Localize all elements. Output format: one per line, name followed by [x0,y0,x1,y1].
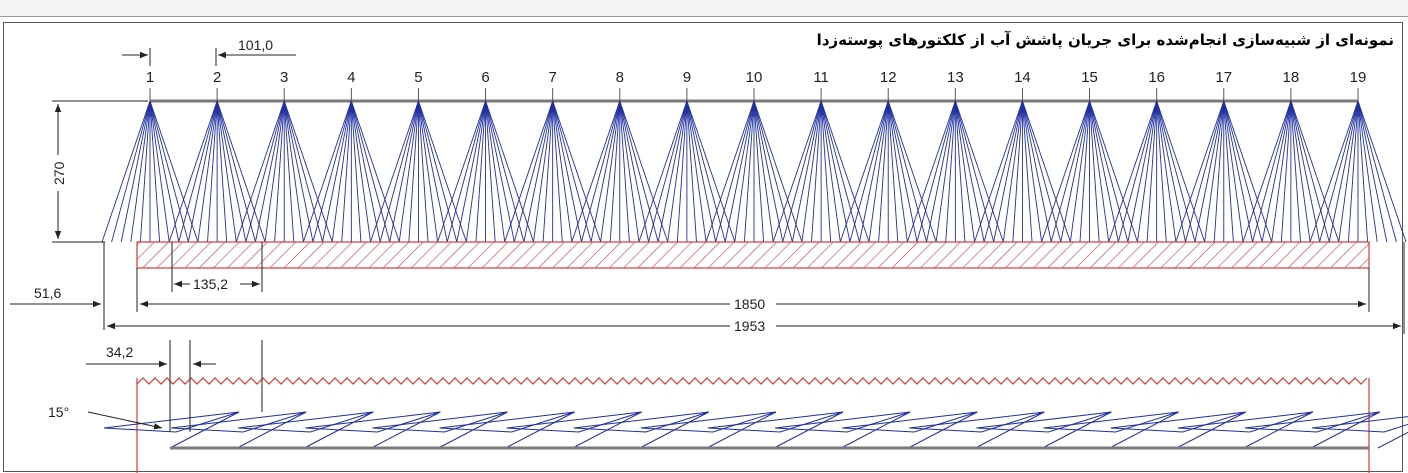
nozzle-number-label: 6 [481,69,489,86]
strip-hatched-area [136,241,1370,269]
nozzle-fan [571,88,669,243]
nozzle-number-label: 12 [880,69,897,86]
nozzle-fan [705,88,803,243]
nozzle-fan [772,88,870,243]
overlap-dimension: 135,2 [171,242,263,292]
inclined-spray-triangle [573,411,709,433]
nozzle-number-label: 4 [347,69,355,86]
inclined-spray-triangle [1177,411,1313,433]
nozzle-number-label: 1 [146,69,154,86]
inclined-spray-triangle [439,411,575,433]
top-border-strip [0,0,1408,17]
inclined-spray-triangle [909,411,1045,433]
strip-width-label: 1850 [734,296,765,312]
nozzle-fan [437,88,534,243]
offset-dimension: 51,6 [10,242,105,330]
nozzle-labels: 1 2 3 4 5 6 7 8 9 10 11 12 13 14 15 16 17 18 19 [146,69,1367,86]
nozzle-fan [839,88,937,243]
inclined-spray-triangle [842,411,978,433]
nozzle-number-label: 10 [746,69,763,86]
nozzle-fan [370,88,467,243]
gap-label: 34,2 [106,344,133,360]
nozzle-number-label: 3 [280,69,288,86]
nozzle-number-label: 18 [1283,69,1300,86]
nozzle-number-label: 11 [813,69,829,86]
nozzle-number-label: 9 [683,69,691,86]
inclined-spray-triangle [1311,416,1408,433]
inclined-spray-triangles [103,411,1408,449]
offset-label: 51,6 [34,285,61,301]
height-dimension: 270 [48,100,148,243]
inclined-spray-triangle [1110,411,1246,433]
nozzle-fan [1041,88,1138,243]
spray-fans [101,88,1407,243]
inclined-spray-triangle [171,411,307,433]
angle-annotation: 15° [48,404,163,430]
nozzle-number-label: 7 [548,69,556,86]
nozzle-fan [906,88,1004,243]
inclined-spray-triangle [506,411,642,433]
nozzle-fan [638,88,736,243]
inclined-spray-triangle [775,411,911,433]
strip-width-dimension: 1850 [136,268,1370,313]
nozzle-number-label: 19 [1350,69,1367,86]
nozzle-fan [504,88,602,243]
inclined-spray-triangle [707,411,844,433]
total-width-label: 1953 [734,318,765,334]
spacing-dimension: 101,0 [122,37,296,66]
total-width-dimension: 1953 [107,242,1405,335]
nozzle-fan [1175,88,1273,243]
inclined-spray-triangle [305,411,441,433]
nozzle-number-label: 5 [414,69,422,86]
nozzle-number-label: 13 [947,69,964,86]
figure-caption: نمونه‌ای از شبیه‌سازی انجام‌شده برای جری… [816,31,1394,49]
nozzle-number-label: 16 [1148,69,1165,86]
nozzle-number-label: 15 [1081,69,1098,86]
inclined-spray-triangle [976,411,1112,433]
nozzle-number-label: 14 [1014,69,1031,86]
inclined-spray-triangle [1244,411,1381,433]
nozzle-fan [1108,88,1206,243]
nozzle-fan [302,88,400,243]
inclined-spray-triangle [103,411,240,433]
spray-return-line [1377,431,1408,449]
inclined-spray-triangle [372,411,508,433]
inclined-spray-triangle [640,411,777,433]
nozzle-fan [1309,88,1407,243]
angle-label: 15° [48,404,69,420]
nozzle-fan [101,88,199,243]
gap-dimension: 34,2 [86,340,263,432]
inclined-spray-triangle [238,411,374,433]
lower-view [103,377,1408,473]
nozzle-fan [235,88,333,243]
zigzag-edge [136,377,1368,385]
height-label: 270 [51,161,67,185]
nozzle-number-label: 8 [616,69,624,86]
nozzle-number-label: 2 [213,69,221,86]
overlap-label: 135,2 [193,276,228,292]
nozzle-number-label: 17 [1215,69,1232,86]
spacing-label: 101,0 [238,37,273,53]
nozzle-fan [168,88,266,243]
nozzle-fan [974,88,1071,243]
inclined-spray-triangle [1043,411,1179,433]
nozzle-fan [1242,88,1340,243]
